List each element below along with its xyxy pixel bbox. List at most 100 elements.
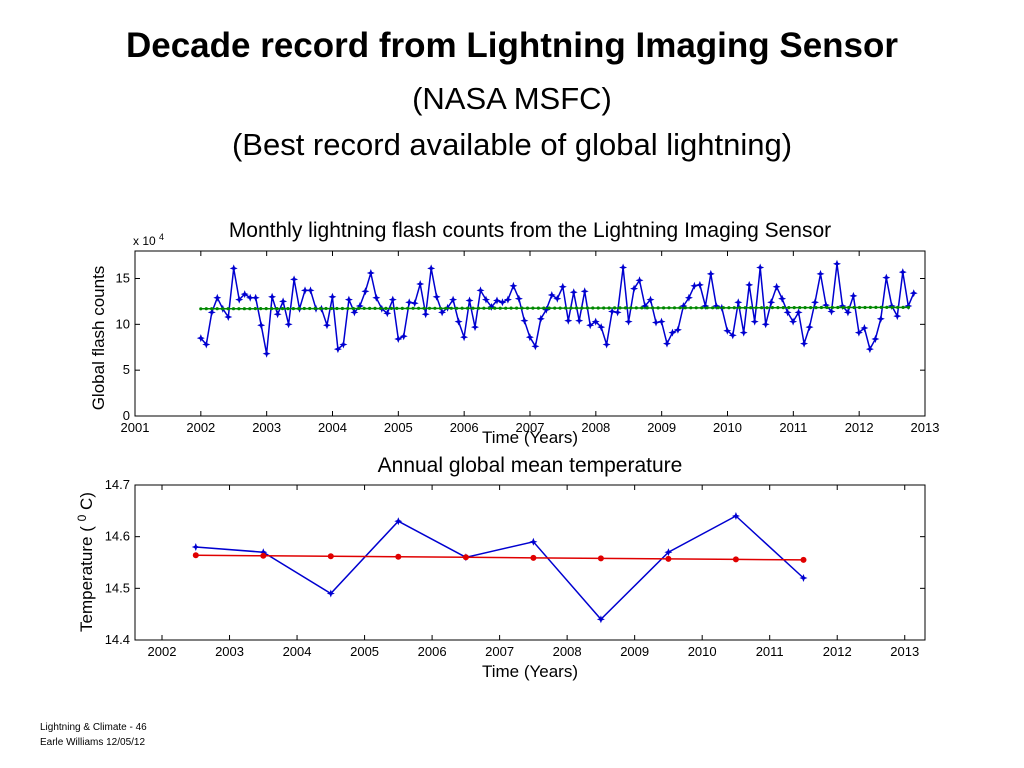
lightning-trend-marker (798, 306, 802, 310)
lightning-trend-marker (308, 306, 312, 311)
lightning-series-0-point (196, 334, 205, 343)
footer-author-date: Earle Williams 12/05/12 (40, 737, 146, 748)
lightning-trend-marker (618, 306, 622, 310)
lightning-trend-marker (476, 306, 481, 310)
lightning-trend-marker (629, 306, 633, 310)
lightning-trend-marker (351, 306, 355, 311)
lightning-series-0-point (257, 321, 266, 330)
lightning-chart: Monthly lightning flash counts from the … (89, 219, 939, 447)
lightning-series-0-point (800, 339, 809, 348)
lightning-trend-marker (471, 306, 475, 310)
lightning-trend-marker (574, 306, 579, 310)
temperature-y-tick-label: 14.4 (105, 632, 130, 647)
lightning-x-tick-label: 2006 (450, 420, 479, 435)
lightning-series-0-point (388, 295, 397, 304)
lightning-x-tick-label: 2003 (252, 420, 281, 435)
temperature-series-0-line (195, 515, 805, 621)
lightning-trend-marker (291, 307, 295, 311)
lightning-trend-marker (868, 305, 873, 309)
lightning-trend-marker (553, 306, 557, 310)
temperature-series-1-point (462, 554, 469, 561)
lightning-trend-marker (455, 306, 459, 310)
lightning-series-0-point (350, 308, 359, 317)
lightning-series-0-point (745, 280, 754, 289)
temperature-x-tick-label: 2010 (688, 644, 717, 659)
lightning-series-0-point (421, 310, 430, 319)
lightning-trend-marker (400, 306, 404, 310)
lightning-trend-marker (204, 307, 208, 311)
lightning-trend-marker (651, 306, 655, 310)
lightning-trend-marker (830, 305, 834, 310)
lightning-trend-marker (515, 306, 519, 310)
lightning-series-0-point (520, 316, 529, 325)
lightning-series-0-point (416, 280, 425, 288)
lightning-trend-marker (700, 306, 704, 310)
lightning-series-0-point (410, 299, 419, 308)
temperature-x-tick-label: 2013 (890, 644, 919, 659)
lightning-trend-marker (444, 306, 448, 310)
lightning-series-0-point (767, 298, 776, 307)
temperature-y-tick-label: 14.7 (105, 477, 130, 492)
lightning-trend-marker (378, 306, 383, 310)
lightning-series-0-point (833, 259, 841, 268)
lightning-series-0-point (306, 286, 315, 295)
temperature-y-tick-label: 14.5 (105, 580, 130, 595)
temperature-series-1-point (192, 552, 199, 559)
lightning-trend-marker (847, 305, 851, 310)
lightning-trend-marker (231, 307, 236, 311)
slide-title: Decade record from Lightning Imaging Sen… (125, 26, 899, 65)
lightning-y-tick-label: 0 (123, 408, 130, 423)
lightning-series-0-point (323, 321, 331, 330)
lightning-series-0-point (695, 280, 704, 289)
lightning-series-0-point (652, 318, 660, 327)
lightning-series-0-point (224, 313, 233, 321)
lightning-series-0-point (454, 317, 463, 326)
lightning-trend-marker (248, 307, 252, 311)
lightning-trend-marker (536, 306, 541, 310)
lightning-trend-marker (275, 307, 279, 311)
lightning-trend-marker (302, 306, 306, 311)
lightning-trend-marker (215, 307, 219, 311)
lightning-trend-marker (901, 305, 905, 309)
lightning-trend-marker (885, 305, 889, 309)
lightning-y-multiplier-base: x 10 (133, 234, 156, 248)
lightning-trend-marker (493, 306, 497, 310)
lightning-trend-marker (716, 306, 720, 310)
lightning-trend-marker (417, 306, 421, 310)
lightning-series-0-point (399, 332, 408, 341)
lightning-series-0-point (290, 275, 299, 284)
lightning-series-0-point (854, 328, 863, 337)
lightning-trend-marker (656, 306, 660, 310)
lightning-trend-marker (672, 306, 677, 310)
lightning-trend-marker (896, 305, 900, 309)
lightning-series-0-point (641, 302, 649, 310)
lightning-series-0-point (328, 292, 337, 301)
lightning-series-0-point (909, 289, 918, 298)
lightning-trend-marker (705, 306, 709, 310)
lightning-series-0-point (580, 287, 589, 296)
lightning-series-0-point (427, 264, 436, 273)
lightning-trend-marker (487, 306, 491, 310)
lightning-series-0-point (542, 305, 551, 314)
lightning-trend-marker (591, 306, 595, 310)
lightning-trend-marker (634, 306, 638, 310)
lightning-series-0-point (668, 328, 677, 337)
temperature-y-label-tail: C) (77, 492, 96, 510)
lightning-series-0-point (684, 293, 693, 302)
lightning-trend-marker (199, 307, 203, 311)
lightning-series-0-point (514, 294, 523, 303)
lightning-trend-marker (319, 306, 323, 311)
lightning-series-0-point (876, 314, 885, 323)
lightning-trend-marker (781, 306, 785, 310)
lightning-trend-marker (324, 306, 328, 311)
lightning-series-0-point (465, 296, 474, 305)
lightning-y-multiplier-exp: 4 (159, 232, 164, 242)
lightning-series-0-point (251, 293, 260, 302)
lightning-series-0-point (460, 333, 469, 342)
lightning-series-0-point (366, 269, 375, 277)
lightning-series-0-point (394, 335, 403, 343)
lightning-series-0-point (405, 298, 414, 307)
temperature-chart: Annual global mean temperature 2002 2003 2… (75, 454, 926, 681)
temperature-chart-title: Annual global mean temperature (378, 454, 683, 477)
lightning-series-0-point (586, 321, 595, 330)
